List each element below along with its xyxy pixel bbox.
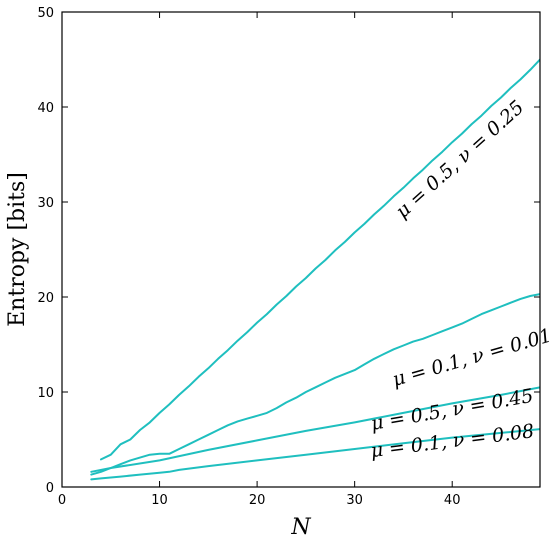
x-axis-label: N (290, 515, 311, 540)
y-tick-label: 0 (46, 481, 54, 496)
x-tick-label: 40 (444, 493, 461, 508)
y-tick-label: 10 (37, 386, 54, 401)
series-line-2 (90, 293, 540, 476)
series-label-1: μ = 0.5, ν = 0.25 (391, 96, 528, 222)
y-tick-label: 40 (37, 101, 54, 116)
x-tick-label: 20 (249, 493, 266, 508)
x-tick-label: 0 (58, 493, 66, 508)
y-axis-label: Entropy [bits] (5, 172, 30, 327)
series-line-1 (100, 58, 540, 461)
series-line-4 (90, 428, 540, 481)
y-tick-label: 20 (37, 291, 54, 306)
series-labels: μ = 0.5, ν = 0.25μ = 0.1, ν = 0.01μ = 0.… (369, 96, 550, 462)
y-tick-label: 50 (37, 6, 54, 21)
series-line-3 (90, 386, 540, 473)
series-label-2: μ = 0.1, ν = 0.01 (390, 324, 550, 390)
y-tick-label: 30 (37, 196, 54, 211)
axis-ticks: 0 10 20 30 40 0 10 20 30 40 50 (37, 6, 540, 508)
plot-area-frame (61, 11, 541, 488)
x-tick-label: 30 (346, 493, 363, 508)
series-lines (90, 58, 540, 481)
x-tick-label: 10 (151, 493, 168, 508)
